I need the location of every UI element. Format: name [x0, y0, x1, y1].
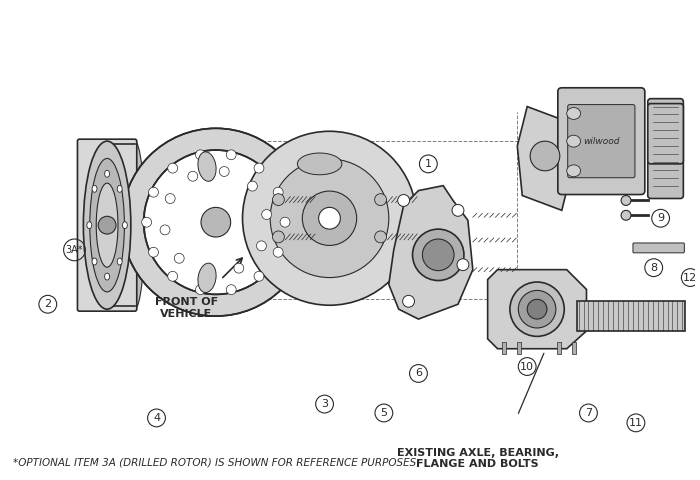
Ellipse shape — [412, 229, 464, 280]
Ellipse shape — [125, 141, 145, 309]
Circle shape — [256, 241, 267, 251]
Circle shape — [168, 163, 178, 173]
Text: 6: 6 — [415, 369, 422, 378]
Circle shape — [160, 225, 170, 235]
FancyBboxPatch shape — [648, 99, 683, 199]
Circle shape — [202, 268, 212, 278]
Bar — [517, 342, 522, 354]
Ellipse shape — [298, 153, 342, 175]
FancyBboxPatch shape — [78, 139, 136, 311]
Bar — [572, 342, 575, 354]
Text: 8: 8 — [650, 263, 657, 273]
Circle shape — [188, 171, 198, 181]
Bar — [503, 342, 506, 354]
Text: *OPTIONAL ITEM 3A (DRILLED ROTOR) IS SHOWN FOR REFERENCE PURPOSES: *OPTIONAL ITEM 3A (DRILLED ROTOR) IS SHO… — [13, 457, 416, 468]
FancyBboxPatch shape — [558, 88, 645, 194]
Ellipse shape — [117, 185, 122, 192]
Text: 11: 11 — [629, 418, 643, 428]
Ellipse shape — [83, 141, 131, 309]
Circle shape — [374, 231, 386, 243]
Ellipse shape — [567, 135, 580, 147]
FancyBboxPatch shape — [648, 104, 683, 164]
Polygon shape — [517, 107, 572, 210]
Circle shape — [254, 271, 264, 281]
Circle shape — [272, 231, 284, 243]
Circle shape — [148, 247, 158, 257]
Text: 5: 5 — [380, 408, 387, 418]
Ellipse shape — [621, 210, 631, 220]
Ellipse shape — [567, 165, 580, 177]
Polygon shape — [389, 186, 473, 319]
Circle shape — [219, 167, 229, 177]
Ellipse shape — [92, 185, 97, 192]
Ellipse shape — [318, 207, 340, 229]
Ellipse shape — [87, 222, 92, 228]
Text: 10: 10 — [520, 361, 534, 372]
Polygon shape — [488, 270, 587, 349]
Ellipse shape — [90, 158, 125, 292]
Circle shape — [273, 247, 283, 257]
Text: FRONT OF
VEHICLE: FRONT OF VEHICLE — [155, 297, 218, 319]
Text: 7: 7 — [585, 408, 592, 418]
Circle shape — [195, 150, 205, 160]
Text: 3: 3 — [321, 399, 328, 409]
Text: 9: 9 — [657, 213, 664, 223]
Circle shape — [165, 193, 175, 204]
Bar — [577, 301, 685, 331]
Text: 12: 12 — [683, 273, 697, 283]
Circle shape — [248, 181, 258, 191]
Ellipse shape — [122, 222, 127, 228]
Text: wilwood: wilwood — [583, 137, 620, 145]
Ellipse shape — [398, 194, 410, 206]
Ellipse shape — [98, 216, 116, 234]
Circle shape — [226, 150, 236, 160]
Circle shape — [234, 263, 244, 273]
Circle shape — [273, 187, 283, 197]
Ellipse shape — [270, 159, 388, 277]
Ellipse shape — [518, 290, 556, 328]
Circle shape — [272, 194, 284, 205]
Ellipse shape — [117, 258, 122, 265]
Ellipse shape — [567, 108, 580, 120]
Ellipse shape — [104, 273, 110, 280]
Circle shape — [280, 217, 290, 227]
FancyBboxPatch shape — [568, 105, 635, 178]
Bar — [556, 342, 561, 354]
Circle shape — [168, 271, 178, 281]
Ellipse shape — [198, 152, 216, 181]
Text: 3A*: 3A* — [66, 245, 83, 255]
Ellipse shape — [422, 239, 454, 271]
Ellipse shape — [104, 170, 110, 177]
Ellipse shape — [530, 141, 560, 171]
Circle shape — [254, 163, 264, 173]
Circle shape — [262, 210, 272, 219]
Text: 2: 2 — [44, 299, 51, 309]
Text: EXISTING AXLE, BEARING,
FLANGE AND BOLTS: EXISTING AXLE, BEARING, FLANGE AND BOLTS — [397, 447, 559, 469]
Ellipse shape — [302, 191, 357, 245]
Circle shape — [174, 253, 184, 263]
Ellipse shape — [621, 195, 631, 205]
Ellipse shape — [452, 204, 464, 216]
Circle shape — [195, 285, 205, 295]
Ellipse shape — [242, 131, 416, 305]
Ellipse shape — [201, 207, 231, 237]
Circle shape — [148, 187, 158, 197]
Circle shape — [141, 217, 152, 227]
Circle shape — [374, 194, 386, 205]
Text: 4: 4 — [153, 413, 160, 423]
Ellipse shape — [198, 263, 216, 293]
Text: 1: 1 — [425, 159, 432, 169]
Ellipse shape — [96, 183, 118, 267]
Ellipse shape — [527, 300, 547, 319]
Ellipse shape — [457, 259, 469, 271]
Ellipse shape — [510, 282, 564, 336]
Ellipse shape — [402, 295, 414, 307]
Circle shape — [226, 285, 236, 295]
FancyBboxPatch shape — [633, 243, 685, 253]
Ellipse shape — [92, 258, 97, 265]
Wedge shape — [122, 128, 309, 316]
